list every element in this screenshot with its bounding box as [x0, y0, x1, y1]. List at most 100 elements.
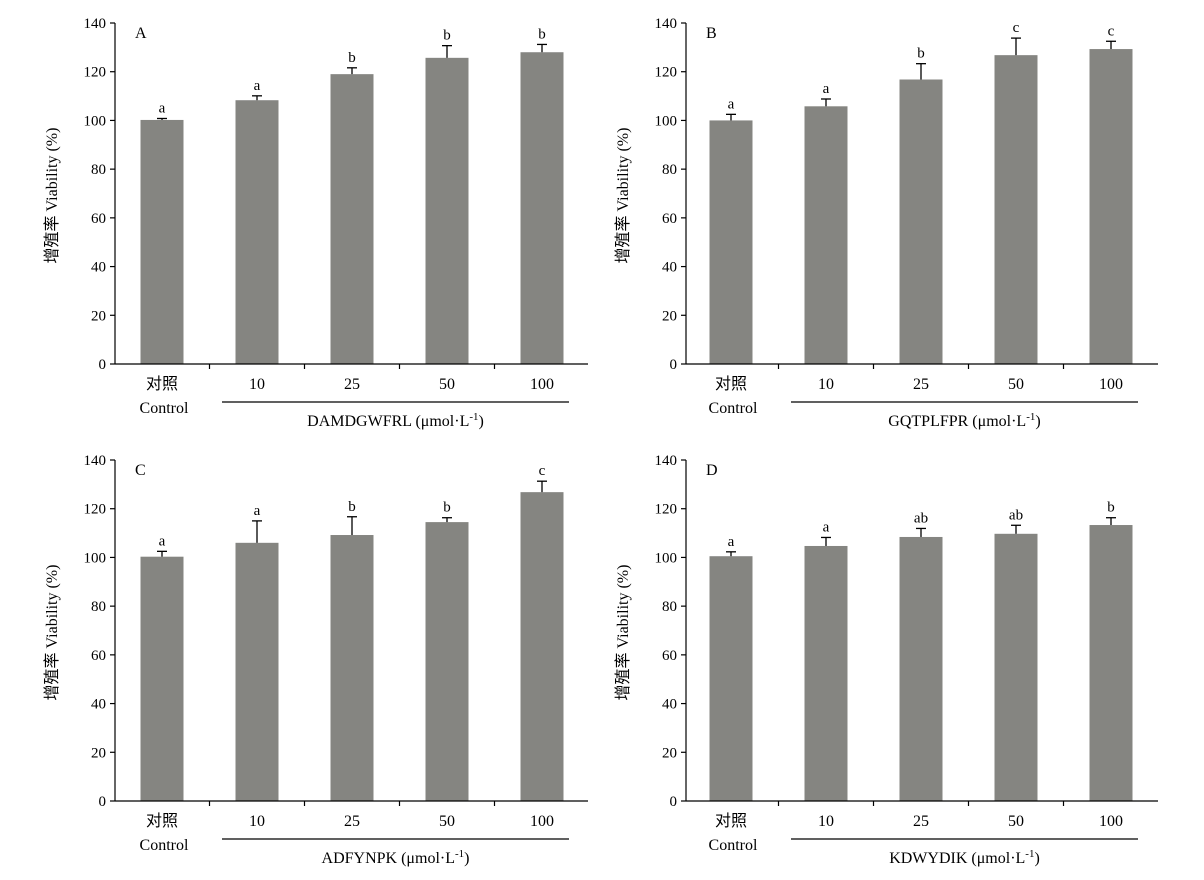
significance-letter: b: [917, 46, 925, 62]
x-tick-label: 100: [1099, 376, 1123, 393]
x-tick-label: 25: [913, 813, 929, 830]
x-tick-label: 50: [1008, 813, 1024, 830]
chart-panel-a: a a b b b 0 20 40 60 80 100 120 140 对照 10 25 50 100 Contro…: [43, 16, 588, 430]
group-label: KDWYDIK (μmol·L-1): [889, 848, 1040, 867]
y-tick-label: 80: [662, 162, 677, 178]
control-sublabel: Control: [709, 400, 758, 417]
bar: [1089, 525, 1133, 801]
bar: [330, 535, 374, 801]
significance-letter: a: [254, 78, 261, 94]
y-tick-label: 60: [91, 648, 106, 664]
x-tick-label: 25: [913, 376, 929, 393]
x-tick-label: 对照: [146, 375, 178, 393]
y-tick-label: 120: [655, 65, 678, 81]
significance-letter: c: [1108, 23, 1115, 39]
y-tick-label: 20: [91, 745, 106, 761]
bar: [235, 542, 279, 801]
bar: [804, 106, 848, 365]
significance-letter: a: [823, 519, 830, 535]
x-tick-label: 50: [439, 813, 455, 830]
significance-letter: b: [348, 499, 356, 515]
y-tick-label: 100: [655, 113, 678, 129]
bar: [899, 536, 943, 801]
bar: [1089, 49, 1133, 365]
y-axis-title: 增殖率 Viability (%): [43, 128, 61, 264]
bar: [140, 119, 184, 364]
bar: [425, 522, 469, 801]
significance-letter: a: [823, 81, 830, 97]
x-tick-label: 10: [818, 376, 834, 393]
control-sublabel: Control: [140, 400, 189, 417]
y-tick-label: 100: [84, 550, 107, 566]
y-tick-label: 20: [91, 308, 106, 324]
y-tick-label: 40: [91, 697, 106, 713]
x-tick-label: 对照: [715, 375, 747, 393]
y-axis-title: 增殖率 Viability (%): [614, 565, 632, 701]
chart-panel-c: a a b b c 0 20 40 60 80 100 120 140 对照 10 25 50 100 Contro…: [43, 453, 588, 867]
y-tick-label: 0: [99, 794, 107, 810]
significance-letter: b: [443, 500, 451, 516]
group-label: ADFYNPK (μmol·L-1): [322, 848, 470, 867]
y-tick-label: 60: [662, 648, 677, 664]
x-tick-label: 50: [439, 376, 455, 393]
y-axis-title: 增殖率 Viability (%): [614, 128, 632, 264]
significance-letter: ab: [914, 510, 928, 526]
y-tick-label: 100: [655, 550, 678, 566]
group-label: DAMDGWFRL (μmol·L-1): [307, 411, 484, 430]
y-tick-label: 40: [91, 260, 106, 276]
significance-letter: b: [538, 26, 546, 42]
y-tick-label: 140: [655, 16, 678, 32]
y-tick-label: 80: [91, 162, 106, 178]
y-tick-label: 120: [655, 502, 678, 518]
significance-letter: a: [159, 533, 166, 549]
bar: [804, 545, 848, 801]
chart-panel-b: a a b c c 0 20 40 60 80 100 120 140 对照 10 25 50 100 Contro…: [614, 16, 1158, 430]
x-tick-label: 25: [344, 813, 360, 830]
x-tick-label: 10: [249, 376, 265, 393]
panel-label: D: [706, 462, 718, 479]
y-tick-label: 80: [662, 599, 677, 615]
x-tick-label: 对照: [146, 812, 178, 830]
x-tick-label: 10: [249, 813, 265, 830]
x-tick-label: 对照: [715, 812, 747, 830]
significance-letter: a: [728, 534, 735, 550]
bar: [520, 492, 564, 801]
x-tick-label: 100: [530, 376, 554, 393]
significance-letter: c: [539, 463, 546, 479]
y-tick-label: 40: [662, 697, 677, 713]
x-tick-label: 10: [818, 813, 834, 830]
y-tick-label: 100: [84, 113, 107, 129]
significance-letter: b: [443, 28, 451, 44]
bar: [994, 55, 1038, 364]
y-tick-label: 20: [662, 745, 677, 761]
bar: [140, 556, 184, 801]
panel-label: C: [135, 462, 146, 479]
control-sublabel: Control: [709, 837, 758, 854]
control-sublabel: Control: [140, 837, 189, 854]
y-tick-label: 140: [655, 453, 678, 469]
significance-letter: b: [348, 50, 356, 66]
significance-letter: b: [1107, 500, 1115, 516]
bar: [709, 556, 753, 801]
group-label: GQTPLFPR (μmol·L-1): [888, 411, 1040, 430]
significance-letter: a: [728, 96, 735, 112]
panel-label: A: [135, 25, 147, 42]
bar: [520, 52, 564, 364]
bar: [235, 100, 279, 364]
bar: [709, 120, 753, 364]
x-tick-label: 100: [1099, 813, 1123, 830]
y-tick-label: 20: [662, 308, 677, 324]
significance-letter: c: [1013, 20, 1020, 36]
bar: [330, 74, 374, 365]
y-tick-label: 0: [99, 357, 107, 373]
y-tick-label: 60: [91, 211, 106, 227]
y-tick-label: 120: [84, 502, 107, 518]
chart-panel-d: a a ab ab b 0 20 40 60 80 100 120 140 对照 10 25 50 100 Cont…: [614, 453, 1158, 867]
bar: [994, 533, 1038, 801]
bar: [899, 79, 943, 364]
x-tick-label: 25: [344, 376, 360, 393]
significance-letter: a: [159, 100, 166, 116]
significance-letter: ab: [1009, 507, 1023, 523]
x-tick-label: 50: [1008, 376, 1024, 393]
